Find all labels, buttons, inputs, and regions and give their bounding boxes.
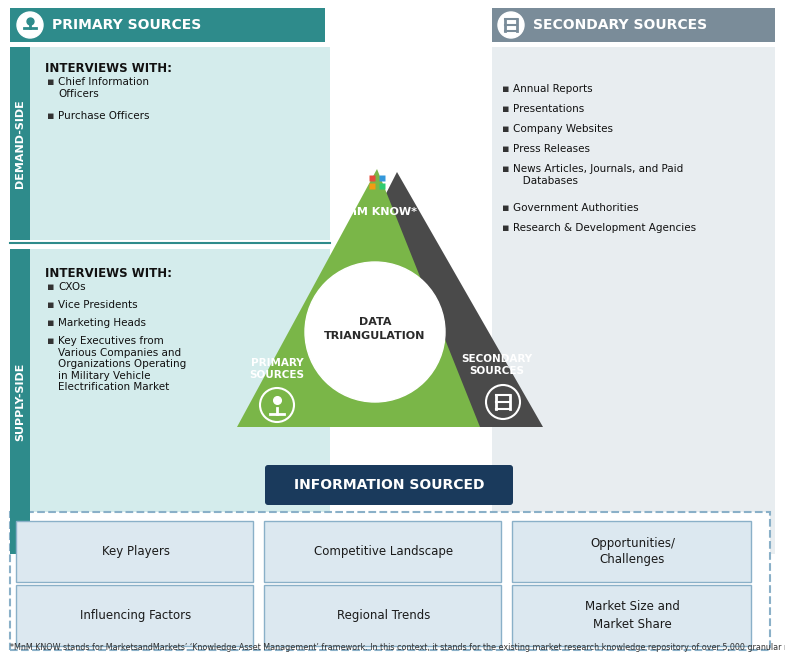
Text: Regional Trends: Regional Trends [337,609,430,622]
Text: ▪: ▪ [502,124,509,134]
FancyBboxPatch shape [492,8,775,42]
Text: MnM KNOW*: MnM KNOW* [338,207,417,217]
Text: PRIMARY SOURCES: PRIMARY SOURCES [52,18,201,32]
Text: ▪: ▪ [502,223,509,233]
Polygon shape [267,172,543,427]
Text: Company Websites: Company Websites [513,124,613,134]
Text: Presentations: Presentations [513,104,584,114]
Text: Opportunities/
Challenges: Opportunities/ Challenges [590,536,675,567]
Text: Annual Reports: Annual Reports [513,84,593,94]
FancyBboxPatch shape [10,8,325,42]
FancyBboxPatch shape [265,465,513,505]
Text: Government Authorities: Government Authorities [513,203,639,213]
Text: ▪: ▪ [502,84,509,94]
Text: DEMAND-SIDE: DEMAND-SIDE [15,99,25,189]
FancyBboxPatch shape [492,47,775,554]
Text: Research & Development Agencies: Research & Development Agencies [513,223,696,233]
FancyBboxPatch shape [10,512,770,650]
FancyBboxPatch shape [512,585,751,646]
FancyBboxPatch shape [16,521,253,582]
Text: ▪: ▪ [47,282,54,292]
Text: Marketing Heads: Marketing Heads [58,318,146,328]
Circle shape [498,12,524,38]
Text: SUPPLY-SIDE: SUPPLY-SIDE [15,363,25,441]
Text: Market Size and
Market Share: Market Size and Market Share [585,600,680,630]
Text: ▪: ▪ [47,77,54,87]
Text: ▪: ▪ [502,164,509,174]
Text: INTERVIEWS WITH:: INTERVIEWS WITH: [45,62,172,75]
Text: ▪: ▪ [502,203,509,213]
Polygon shape [237,169,480,427]
Text: SECONDARY
SOURCES: SECONDARY SOURCES [462,354,532,376]
Text: ▪: ▪ [47,300,54,310]
Text: DATA
TRIANGULATION: DATA TRIANGULATION [324,317,425,341]
Text: ▪: ▪ [47,336,54,346]
Text: SECONDARY SOURCES: SECONDARY SOURCES [533,18,707,32]
Text: Vice Presidents: Vice Presidents [58,300,137,310]
Text: Influencing Factors: Influencing Factors [80,609,191,622]
FancyBboxPatch shape [10,47,30,240]
Text: PRIMARY
SOURCES: PRIMARY SOURCES [250,358,305,380]
Text: ▪: ▪ [502,104,509,114]
Text: ▪: ▪ [47,111,54,121]
FancyBboxPatch shape [30,249,330,554]
Text: Key Players: Key Players [101,545,170,558]
FancyBboxPatch shape [10,249,30,554]
Circle shape [17,12,43,38]
Text: CXOs: CXOs [58,282,86,292]
Text: ▪: ▪ [502,144,509,154]
Text: Chief Information
Officers: Chief Information Officers [58,77,149,99]
Text: Purchase Officers: Purchase Officers [58,111,149,121]
Text: News Articles, Journals, and Paid
   Databases: News Articles, Journals, and Paid Databa… [513,164,683,185]
Text: Key Executives from
Various Companies and
Organizations Operating
in Military Ve: Key Executives from Various Companies an… [58,336,186,393]
FancyBboxPatch shape [264,585,501,646]
Text: Press Releases: Press Releases [513,144,590,154]
Text: INTERVIEWS WITH:: INTERVIEWS WITH: [45,267,172,280]
FancyBboxPatch shape [512,521,751,582]
Circle shape [305,262,445,402]
FancyBboxPatch shape [264,521,501,582]
FancyBboxPatch shape [30,47,330,240]
Text: *MnM KNOW stands for MarketsandMarkets’ ‘Knowledge Asset Management’ framework. : *MnM KNOW stands for MarketsandMarkets’ … [10,643,785,652]
Text: INFORMATION SOURCED: INFORMATION SOURCED [294,478,484,492]
FancyBboxPatch shape [16,585,253,646]
Text: Competitive Landscape: Competitive Landscape [314,545,453,558]
Text: ▪: ▪ [47,318,54,328]
